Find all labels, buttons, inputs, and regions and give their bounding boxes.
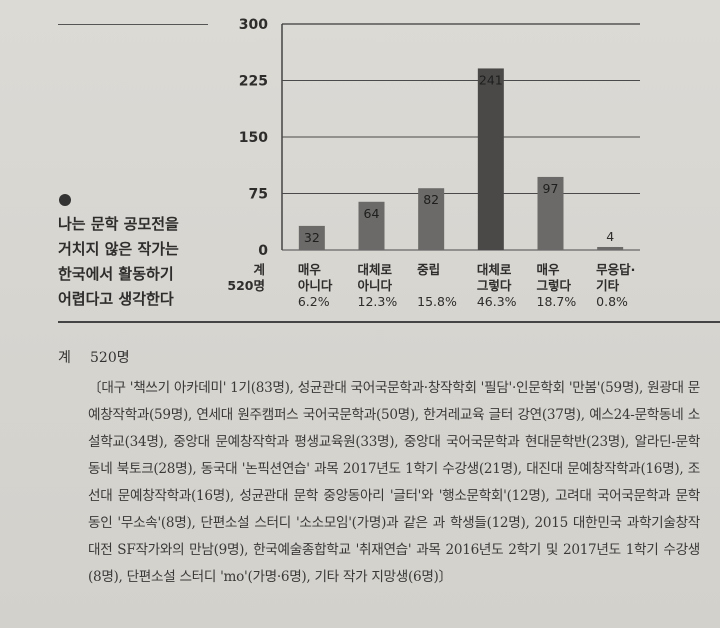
x-percent-label: 12.3% (358, 294, 398, 309)
x-percent-label: 15.8% (417, 294, 457, 309)
x-category-label: 매우 (298, 262, 322, 277)
x-category-label: 중립 (417, 262, 440, 277)
x-category-label: 아니다 (298, 278, 333, 293)
x-category-label: 무응답· (596, 262, 635, 277)
x-category-label: 대체로 (358, 262, 393, 277)
statement-line-4: 어렵다고 생각한다 (58, 290, 174, 308)
respondents-list: 〔대구 '책쓰기 아카데미' 1기(83명), 성균관대 국어국문학과·창작학회… (88, 380, 700, 585)
x-category-label: 그렇다 (537, 278, 572, 293)
y-tick-label: 0 (258, 243, 268, 259)
bar-value-label: 82 (423, 192, 439, 207)
x-category-label: 그렇다 (477, 278, 512, 293)
x-category-label: 기타 (596, 278, 620, 293)
x-percent-label: 6.2% (298, 294, 330, 309)
bar-1 (358, 201, 385, 250)
x-category-label: 매우 (537, 262, 561, 277)
x-category-label: 대체로 (477, 262, 512, 277)
x-total-count: 520명 (227, 278, 265, 293)
statement-line-1: 나는 문학 공모전을 (58, 215, 179, 233)
top-rule (58, 24, 208, 25)
x-category-label: 아니다 (358, 278, 393, 293)
y-tick-label: 75 (249, 187, 268, 203)
bottom-rule (58, 321, 720, 323)
y-tick-label: 300 (239, 17, 268, 33)
x-percent-label: 0.8% (596, 294, 628, 309)
survey-statement: 나는 문학 공모전을 거치지 않은 작가는 한국에서 활동하기 어렵다고 생각한… (58, 212, 228, 312)
x-percent-label: 46.3% (477, 294, 517, 309)
bar-chart: 07515022530032매우아니다6.2%64대체로아니다12.3%82중립… (227, 17, 640, 309)
bullet-icon (59, 194, 71, 206)
bar-value-label: 64 (364, 206, 380, 221)
y-tick-label: 150 (239, 130, 268, 146)
bar-4 (537, 176, 564, 250)
bar-value-label: 32 (304, 230, 320, 245)
bar-3 (477, 68, 504, 251)
bar-value-label: 4 (606, 229, 614, 244)
y-tick-label: 225 (239, 74, 268, 90)
bar-5 (597, 246, 624, 250)
statement-line-2: 거치지 않은 작가는 (58, 240, 179, 258)
bar-0 (298, 225, 325, 250)
bar-value-label: 241 (479, 72, 503, 87)
total-label: 계 (58, 350, 71, 366)
statement-line-3: 한국에서 활동하기 (58, 265, 174, 283)
x-percent-label: 18.7% (537, 294, 577, 309)
bar-value-label: 97 (543, 181, 559, 196)
x-total-label: 계 (253, 262, 265, 277)
bar-2 (418, 188, 445, 250)
total-value: 520명 (90, 350, 130, 366)
